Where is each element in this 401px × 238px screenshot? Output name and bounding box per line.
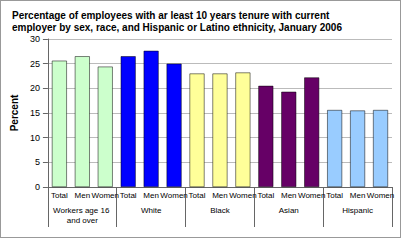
svg-text:0: 0 bbox=[35, 182, 40, 192]
svg-text:Total: Total bbox=[326, 191, 343, 200]
svg-text:Women: Women bbox=[229, 191, 256, 200]
svg-text:Total: Total bbox=[257, 191, 274, 200]
svg-text:Men: Men bbox=[75, 191, 91, 200]
svg-text:Women: Women bbox=[92, 191, 119, 200]
svg-text:Asian: Asian bbox=[279, 206, 299, 215]
svg-text:Women: Women bbox=[298, 191, 325, 200]
svg-text:and over: and over bbox=[67, 216, 98, 225]
svg-text:Black: Black bbox=[210, 206, 231, 215]
svg-text:Total: Total bbox=[189, 191, 206, 200]
svg-text:30: 30 bbox=[30, 34, 40, 44]
svg-text:Women: Women bbox=[160, 191, 187, 200]
svg-text:Workers age 16: Workers age 16 bbox=[53, 206, 112, 215]
svg-text:Hispanic: Hispanic bbox=[342, 206, 373, 215]
svg-text:25: 25 bbox=[30, 59, 40, 69]
svg-text:Total: Total bbox=[51, 191, 68, 200]
svg-text:Men: Men bbox=[143, 191, 159, 200]
svg-text:Men: Men bbox=[212, 191, 228, 200]
svg-text:White: White bbox=[141, 206, 162, 215]
svg-text:20: 20 bbox=[30, 83, 40, 93]
svg-text:Women: Women bbox=[367, 191, 394, 200]
svg-text:Percent: Percent bbox=[9, 94, 20, 131]
svg-text:15: 15 bbox=[30, 108, 40, 118]
svg-text:10: 10 bbox=[30, 133, 40, 143]
svg-text:Total: Total bbox=[120, 191, 137, 200]
svg-text:Men: Men bbox=[281, 191, 297, 200]
svg-text:5: 5 bbox=[35, 157, 40, 167]
svg-text:Percentage of employees with a: Percentage of employees with ar least 10… bbox=[12, 10, 332, 21]
svg-text:employer by sex, race, and His: employer by sex, race, and Hispanic or L… bbox=[12, 22, 342, 33]
svg-text:Men: Men bbox=[350, 191, 366, 200]
